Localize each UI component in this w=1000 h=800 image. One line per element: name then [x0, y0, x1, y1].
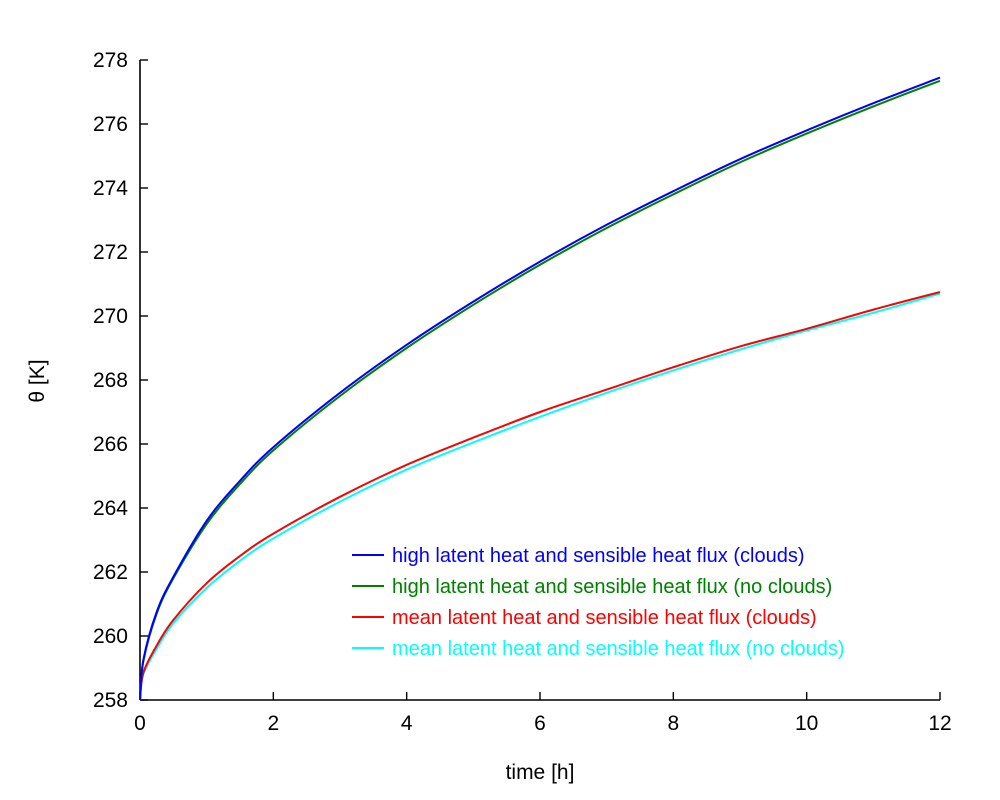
legend-entry: mean latent heat and sensible heat flux … [392, 607, 817, 629]
x-ticks: 0 2 4 6 8 10 12 [134, 692, 952, 735]
legend: high latent heat and sensible heat flux … [352, 545, 845, 660]
y-tick-label: 258 [93, 689, 128, 712]
y-tick-label: 270 [93, 305, 128, 328]
series-group [139, 76, 941, 701]
legend-entry: high latent heat and sensible heat flux … [392, 576, 832, 598]
y-tick-label: 276 [93, 113, 128, 136]
x-tick-label: 6 [534, 712, 546, 735]
series-line-4 [139, 292, 941, 701]
y-tick-label: 260 [93, 625, 128, 648]
y-tick-label: 264 [93, 497, 128, 520]
y-tick-label: 278 [93, 49, 128, 72]
y-tick-label: 268 [93, 369, 128, 392]
x-axis-label: time [h] [506, 761, 575, 784]
y-tick-label: 272 [93, 241, 128, 264]
series-line-3 [139, 291, 941, 701]
plot-area [139, 60, 940, 701]
legend-entry: high latent heat and sensible heat flux … [392, 545, 805, 567]
y-axis-label: θ [K] [26, 359, 49, 402]
y-tick-label: 262 [93, 561, 128, 584]
y-tick-label: 266 [93, 433, 128, 456]
series-line-1 [139, 76, 941, 701]
y-tick-label: 274 [93, 177, 128, 200]
x-tick-label: 0 [134, 712, 146, 735]
x-tick-label: 2 [267, 712, 279, 735]
x-tick-label: 4 [401, 712, 413, 735]
y-ticks: 258 260 262 264 266 268 270 272 274 276 278 [93, 49, 148, 712]
legend-entry: mean latent heat and sensible heat flux … [392, 638, 845, 660]
x-tick-label: 8 [667, 712, 679, 735]
x-tick-label: 10 [795, 712, 818, 735]
x-tick-label: 12 [928, 712, 951, 735]
